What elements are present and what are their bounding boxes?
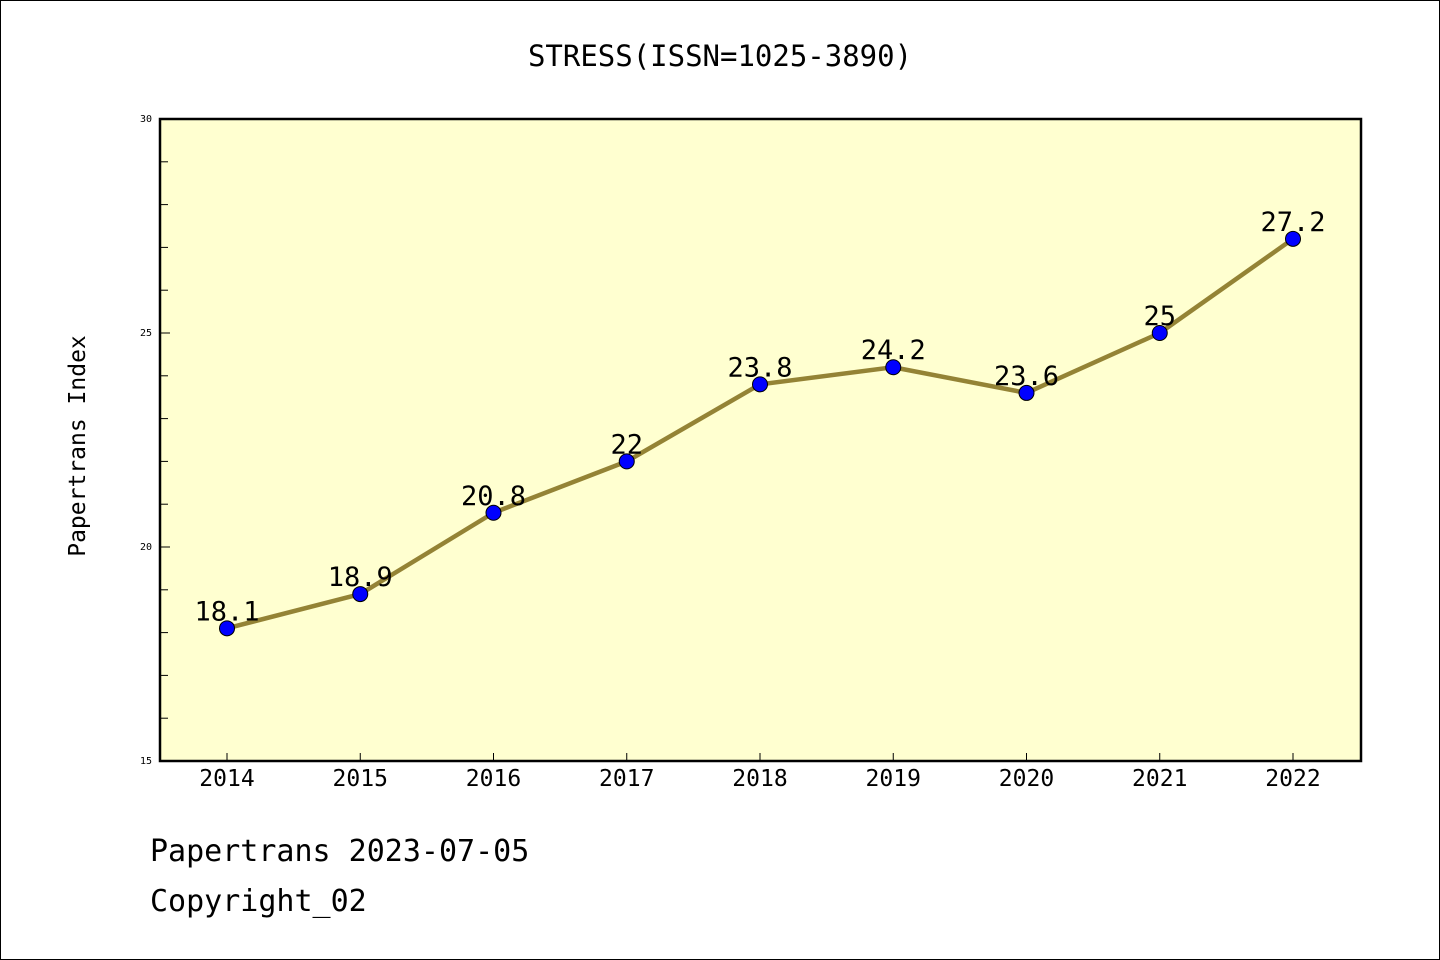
x-tick-label: 2020 [999,766,1054,792]
data-label: 22 [610,429,643,460]
data-point [1151,325,1168,341]
data-label: 25 [1143,301,1176,332]
y-axis-ticks: 15 20 25 30 [140,114,170,767]
data-label: 20.8 [461,481,526,512]
data-point [219,620,235,637]
x-tick-label: 2016 [466,766,521,792]
footer-date-text: Papertrans 2023-07-05 [150,834,530,869]
footer-copyright-text: Copyright_02 [150,884,367,919]
data-label: 18.9 [328,562,393,593]
data-point [885,359,902,376]
x-tick-label: 2014 [199,766,254,792]
data-point [752,376,768,393]
x-tick-label: 2018 [732,766,787,792]
series-group: 18.1 18.9 20.8 22 23.8 24.2 23.6 25 27.2 [194,207,1326,637]
y-axis-label: Papertrans Index [65,335,91,557]
x-tick-label: 2022 [1265,766,1320,792]
x-tick-label: 2017 [599,766,654,792]
data-point [485,504,502,521]
plot-area [158,117,1363,763]
data-point [618,453,635,470]
y-tick-label: 15 [140,756,152,767]
x-axis-ticks: 2014 2015 2016 2017 2018 2019 2020 2021 2022 [199,753,1321,792]
data-label: 23.8 [727,352,792,383]
data-label: 23.6 [994,361,1059,392]
x-tick-label: 2015 [333,766,388,792]
data-label: 27.2 [1260,207,1325,238]
data-label: 24.2 [861,335,926,366]
data-point [1285,230,1301,247]
x-tick-label: 2021 [1132,766,1187,792]
x-tick-label: 2019 [866,766,921,792]
y-tick-label: 20 [140,542,152,553]
data-point [1018,384,1035,401]
y-tick-label: 30 [140,114,152,125]
chart-title: STRESS(ISSN=1025-3890) [528,39,912,73]
data-point [352,586,369,603]
data-label: 18.1 [194,596,259,627]
y-tick-label: 25 [140,328,152,339]
